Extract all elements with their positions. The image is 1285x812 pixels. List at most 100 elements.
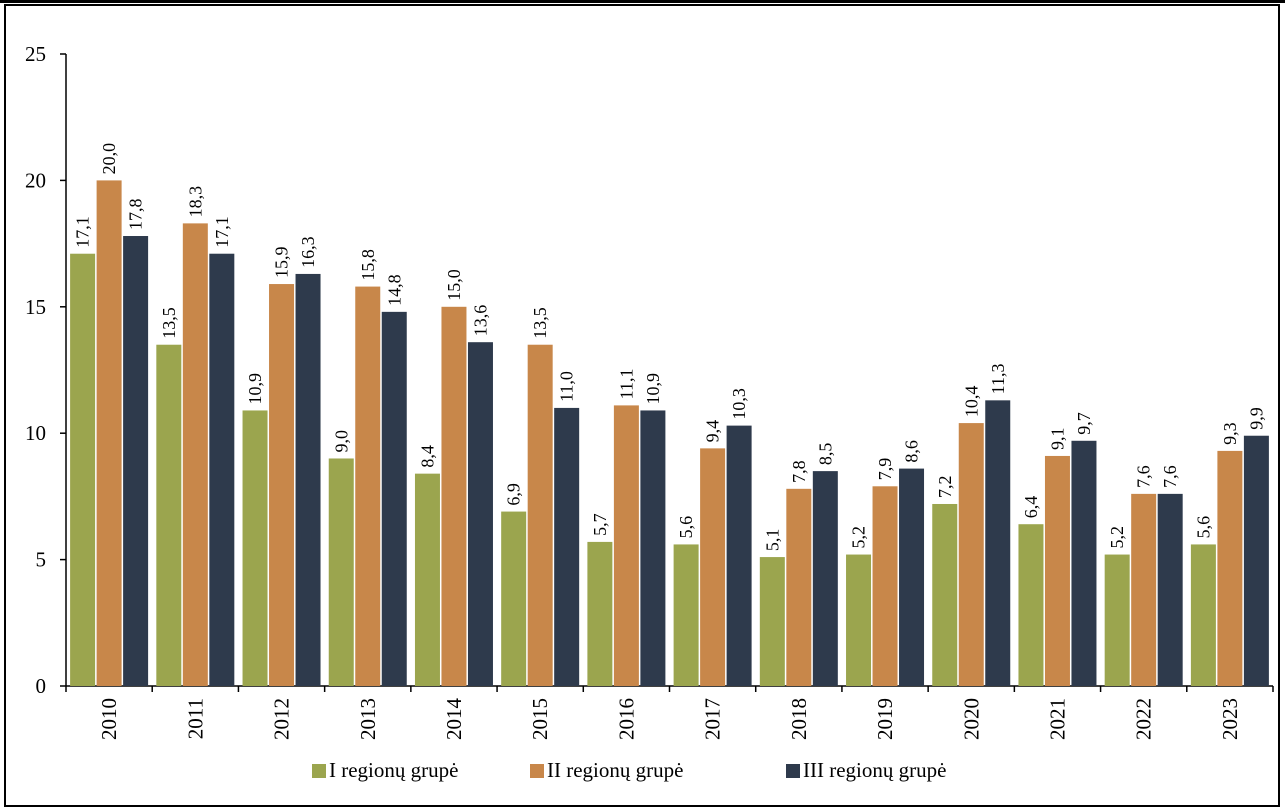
legend-swatch — [312, 764, 326, 778]
data-label: 5,2 — [849, 526, 869, 549]
bar — [846, 554, 872, 686]
x-tick-label: 2016 — [614, 698, 638, 740]
bar — [209, 253, 235, 686]
y-tick-label: 0 — [36, 674, 47, 698]
bar — [1044, 455, 1070, 686]
bar — [932, 503, 958, 686]
data-label: 5,7 — [590, 513, 610, 536]
bar — [640, 410, 666, 686]
data-label: 6,4 — [1021, 496, 1041, 519]
x-tick-label: 2010 — [97, 698, 121, 740]
bar — [958, 423, 984, 686]
x-tick-label: 2020 — [959, 698, 983, 740]
data-label: 8,5 — [815, 443, 835, 466]
data-label: 7,6 — [1134, 465, 1154, 488]
data-label: 15,9 — [272, 247, 292, 279]
bar — [527, 344, 553, 686]
bar — [70, 253, 96, 686]
data-label: 9,0 — [331, 430, 351, 453]
bar — [554, 407, 580, 686]
data-label: 7,9 — [875, 458, 895, 481]
data-label: 10,9 — [643, 373, 663, 405]
legend-label: III regionų grupė — [803, 758, 946, 782]
data-label: 11,3 — [988, 363, 1008, 394]
data-label: 11,1 — [616, 369, 636, 400]
bar — [899, 468, 925, 686]
bar — [156, 344, 182, 686]
bar — [1018, 524, 1044, 686]
data-label: 13,6 — [470, 305, 490, 337]
data-label: 5,1 — [762, 529, 782, 552]
bar — [1157, 493, 1183, 686]
data-label: 11,0 — [557, 371, 577, 402]
bar — [355, 286, 381, 686]
legend-label: II regionų grupė — [547, 758, 683, 782]
bar — [96, 180, 122, 686]
bar — [295, 273, 321, 686]
data-label: 16,3 — [298, 236, 318, 268]
bar — [381, 311, 407, 686]
data-label: 17,1 — [73, 216, 93, 248]
bar — [872, 486, 898, 686]
x-tick-label: 2017 — [701, 698, 725, 740]
data-label: 10,3 — [729, 388, 749, 420]
bar — [613, 405, 639, 686]
bar — [1217, 450, 1243, 686]
bar — [467, 342, 493, 686]
data-label: 17,8 — [126, 199, 146, 231]
data-label: 8,6 — [902, 440, 922, 463]
data-label: 20,0 — [99, 143, 119, 175]
x-tick-label: 2022 — [1132, 698, 1156, 740]
top-border — [0, 0, 1285, 3]
data-label: 9,1 — [1047, 427, 1067, 450]
x-tick-label: 2021 — [1045, 698, 1069, 740]
y-tick-label: 20 — [25, 168, 46, 192]
bar — [123, 236, 149, 687]
data-label: 15,0 — [444, 269, 464, 301]
data-label: 13,5 — [159, 307, 179, 339]
data-label: 10,4 — [961, 386, 981, 418]
x-tick-label: 2013 — [356, 698, 380, 740]
data-label: 17,1 — [212, 216, 232, 248]
bar — [812, 471, 838, 686]
y-tick-label: 5 — [36, 548, 47, 572]
data-label: 7,6 — [1160, 465, 1180, 488]
data-label: 10,9 — [245, 373, 265, 405]
x-tick-label: 2019 — [873, 698, 897, 740]
bar — [1243, 435, 1269, 686]
bar — [269, 284, 295, 686]
data-label: 9,7 — [1074, 412, 1094, 435]
bar — [1131, 493, 1157, 686]
bar — [242, 410, 268, 686]
data-label: 9,4 — [703, 420, 723, 443]
bar — [414, 473, 440, 686]
data-labels: 17,1 13,5 10,9 9,0 8,4 6,9 5,7 5,6 5,1 5,2 7,2 6,4 5… — [73, 143, 1267, 551]
x-tick-label: 2023 — [1218, 698, 1242, 740]
data-label: 15,8 — [358, 249, 378, 281]
bar — [1190, 544, 1216, 686]
bar — [587, 541, 613, 686]
bar — [182, 223, 208, 686]
bar — [759, 557, 785, 686]
bar — [786, 488, 812, 686]
legend: I regionų grupė II regionų grupė III regio… — [312, 758, 946, 782]
bars — [70, 180, 1269, 687]
data-label: 9,9 — [1246, 407, 1266, 430]
legend-swatch — [786, 764, 800, 778]
bar — [700, 448, 726, 686]
x-tick-label: 2014 — [442, 698, 466, 741]
axes: 0 5 10 15 20 25 2010 2011 2012 2013 2014 2015 2016 20… — [25, 42, 1274, 741]
data-label: 13,5 — [530, 307, 550, 339]
bar — [501, 511, 527, 686]
y-tick-label: 25 — [25, 42, 46, 66]
legend-label: I regionų grupė — [329, 758, 458, 782]
x-tick-label: 2012 — [270, 698, 294, 740]
data-label: 5,6 — [676, 516, 696, 539]
bar — [726, 425, 752, 686]
data-label: 14,8 — [384, 274, 404, 306]
y-tick-label: 10 — [25, 421, 46, 445]
bar — [1071, 440, 1097, 686]
data-label: 7,2 — [935, 475, 955, 498]
data-label: 7,8 — [789, 460, 809, 483]
